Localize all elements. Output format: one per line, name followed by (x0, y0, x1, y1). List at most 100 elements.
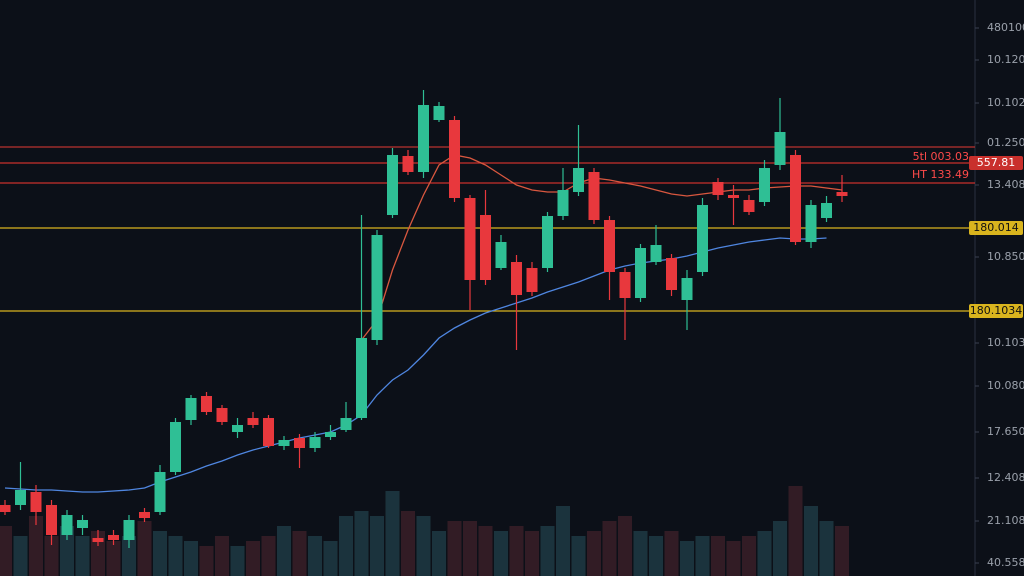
volume-bar (323, 541, 338, 576)
candle-body (511, 262, 522, 295)
volume-bar (75, 536, 90, 576)
candle-body (15, 490, 26, 505)
candle-body (387, 155, 398, 215)
candle-body (309, 437, 321, 448)
volume-bar (478, 526, 493, 576)
candle-body (108, 535, 119, 540)
volume-bar (60, 526, 74, 576)
y-tick-label: 480100 (987, 21, 1024, 34)
candle-body (170, 422, 181, 472)
candle-body (790, 155, 801, 242)
candle-body (123, 520, 135, 540)
y-tick-label: 10.850 (987, 250, 1024, 263)
volume-bar (633, 531, 648, 576)
y-tick-label: 13.4080 (987, 178, 1024, 191)
volume-bar (509, 526, 524, 576)
candle-body (185, 398, 197, 420)
candle-body (697, 205, 708, 272)
volume-bar (742, 536, 756, 576)
volume-bar (447, 521, 462, 576)
candle-body (0, 505, 11, 512)
volume-bar (726, 541, 741, 576)
ma-line (4, 237, 827, 493)
candle-body (774, 132, 786, 165)
volume-bar (168, 536, 183, 576)
volume-bar (339, 516, 353, 576)
candle-body (805, 205, 817, 242)
volume-bar (680, 541, 694, 576)
y-tick-label: 10.0800 (987, 379, 1024, 392)
volume-bar (354, 511, 369, 576)
volume-bar (106, 541, 121, 576)
candle-body (263, 418, 274, 446)
volume-bar (370, 516, 384, 576)
volume-bar (540, 526, 555, 576)
volume-bar (711, 536, 725, 576)
candle-body (681, 278, 693, 300)
candle-body (46, 505, 57, 535)
volume-bar (246, 541, 260, 576)
candle-body (821, 203, 832, 218)
volume-bar (199, 546, 214, 576)
candle-body (216, 408, 228, 422)
volume-bar (695, 536, 710, 576)
level-label: 180.014 (973, 221, 1019, 234)
volume-bar (0, 526, 12, 576)
candle-body (418, 105, 429, 172)
volume-bar (602, 521, 617, 576)
candle-body (247, 418, 259, 425)
volume-bar (835, 526, 849, 576)
candle-body (526, 268, 538, 292)
candle-body (557, 190, 569, 216)
candle-body (294, 438, 305, 448)
volume-bar (44, 536, 59, 576)
candle-body (325, 432, 336, 437)
volume-bar (664, 531, 679, 576)
volume-bar (618, 516, 632, 576)
y-tick-label: 40.5580 (987, 556, 1024, 569)
y-tick-label: 01.250 (987, 136, 1024, 149)
volume-bar (261, 536, 276, 576)
candle-body (635, 248, 646, 298)
y-tick-label: 21.1080 (987, 514, 1024, 527)
candle-body (433, 106, 445, 120)
volume-bar (292, 531, 307, 576)
annotation: HT 133.49 (912, 168, 969, 181)
candle-body (402, 156, 414, 172)
y-tick-label: 10.120 (987, 53, 1024, 66)
candle-body (480, 215, 491, 280)
candle-body (340, 418, 352, 430)
volume-bar (184, 541, 198, 576)
candle-body (743, 200, 755, 212)
volume-bar (385, 491, 400, 576)
y-tick-label: 10.1030 (987, 336, 1024, 349)
annotation: 5tl 003.03 (913, 150, 969, 163)
volume-bar (137, 521, 152, 576)
volume-bar (804, 506, 818, 576)
volume-bar (416, 516, 431, 576)
candle-body (712, 182, 724, 195)
y-tick-label: 12.4080 (987, 471, 1024, 484)
candle-body (836, 192, 848, 196)
volume-bar (773, 521, 787, 576)
volume-bar (525, 531, 539, 576)
candle-body (77, 520, 88, 528)
level-label: 180.1034 (970, 304, 1023, 317)
volume-bar (587, 531, 601, 576)
candle-body (588, 172, 600, 220)
candle-body (573, 168, 584, 192)
candle-body (495, 242, 507, 268)
candle-body (759, 168, 770, 202)
candle-body (449, 120, 460, 198)
volume-bar (788, 486, 803, 576)
volume-bar (571, 536, 586, 576)
volume-bar (494, 531, 508, 576)
candle-body (464, 198, 476, 280)
candle-body (371, 235, 383, 340)
volume-bar (277, 526, 291, 576)
candle-body (728, 195, 739, 198)
candle-body (650, 245, 662, 262)
volume-bar (308, 536, 322, 576)
